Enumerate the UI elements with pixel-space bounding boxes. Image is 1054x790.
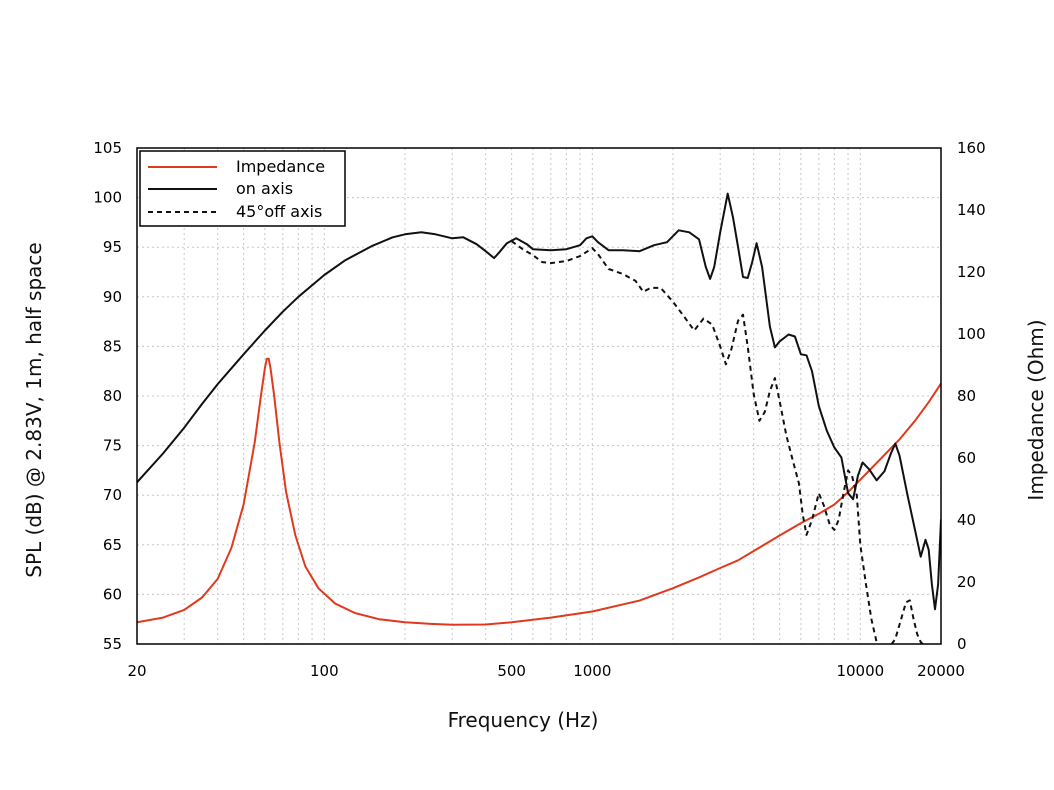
series-line-on-axis — [137, 192, 941, 611]
x-tick-label: 20 — [127, 662, 146, 680]
y-tick-label: 80 — [103, 387, 122, 405]
x-tick-label: 100 — [310, 662, 339, 680]
y2-tick-label: 60 — [957, 449, 976, 467]
y-tick-label: 100 — [93, 189, 122, 207]
legend-label-impedance: Impedance — [236, 157, 325, 176]
y2-tick-label: 80 — [957, 387, 976, 405]
y-tick-label: 90 — [103, 288, 122, 306]
y-tick-label: 75 — [103, 437, 122, 455]
legend-label-off-axis: 45°off axis — [236, 202, 322, 221]
grid — [137, 148, 941, 644]
y-axis-title: SPL (dB) @ 2.83V, 1m, half space — [22, 242, 46, 577]
y2-tick-label: 140 — [957, 201, 986, 219]
y2-tick-label: 100 — [957, 325, 986, 343]
series-line-impedance — [137, 357, 941, 626]
y-tick-label: 95 — [103, 238, 122, 256]
y2-tick-label: 0 — [957, 635, 967, 653]
y-tick-label: 60 — [103, 585, 122, 603]
y-tick-label: 70 — [103, 486, 122, 504]
x-tick-label: 20000 — [917, 662, 965, 680]
y2-tick-label: 120 — [957, 263, 986, 281]
plot-frame — [136, 147, 942, 645]
legend-label-on-axis: on axis — [236, 179, 293, 198]
x-axis-title: Frequency (Hz) — [448, 708, 599, 732]
y2-tick-label: 160 — [957, 139, 986, 157]
series-layer — [137, 192, 941, 644]
y-tick-label: 65 — [103, 536, 122, 554]
x-tick-label: 500 — [497, 662, 526, 680]
y2-axis-title: Impedance (Ohm) — [1024, 319, 1048, 500]
x-tick-label: 1000 — [573, 662, 611, 680]
y-tick-label: 105 — [93, 139, 122, 157]
axis-ticks: 20 100 500 1000 10000 20000556065707580859095… — [93, 139, 985, 680]
legend: Impedance on axis 45°off axis — [139, 150, 346, 227]
y2-tick-label: 40 — [957, 511, 976, 529]
y2-tick-label: 20 — [957, 573, 976, 591]
series-line-45-off-axis — [511, 240, 925, 644]
y-tick-label: 85 — [103, 337, 122, 355]
x-tick-label: 10000 — [836, 662, 884, 680]
y-tick-label: 55 — [103, 635, 122, 653]
